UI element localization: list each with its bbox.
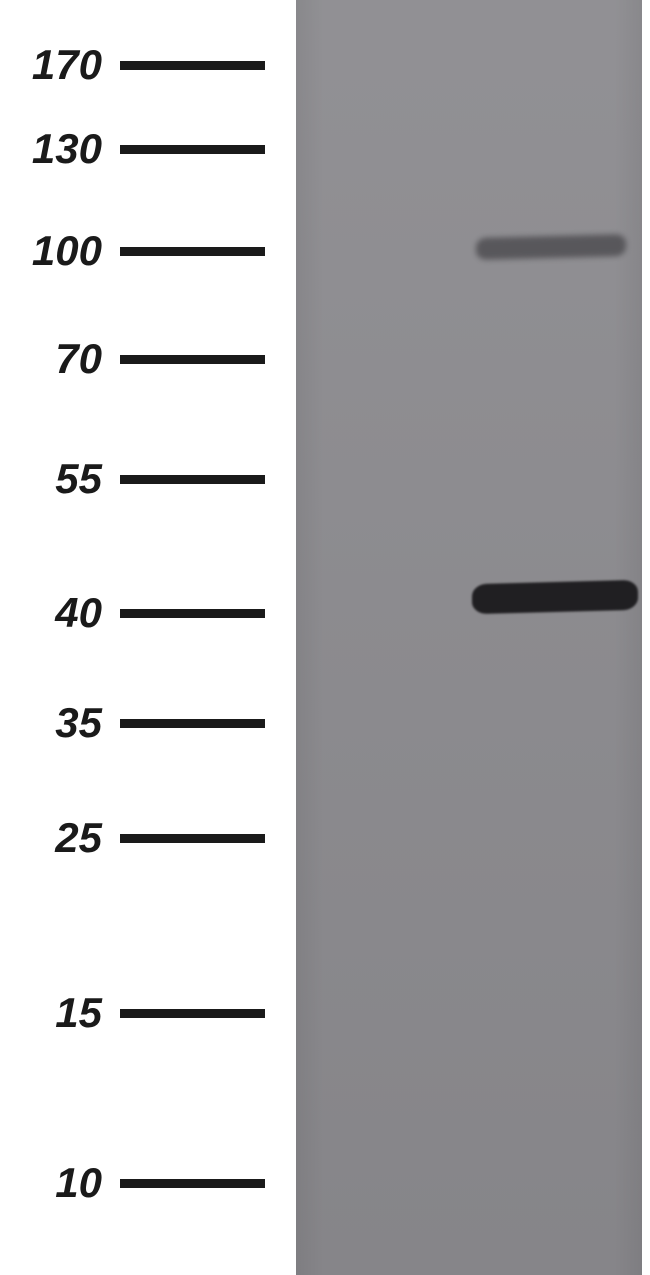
marker-row: 170 — [0, 41, 290, 89]
marker-row: 15 — [0, 989, 290, 1037]
blot-membrane — [296, 0, 642, 1275]
marker-label: 170 — [0, 41, 120, 89]
marker-label: 40 — [0, 589, 120, 637]
marker-row: 35 — [0, 699, 290, 747]
marker-label: 70 — [0, 335, 120, 383]
marker-label: 55 — [0, 455, 120, 503]
marker-label: 130 — [0, 125, 120, 173]
marker-row: 40 — [0, 589, 290, 637]
marker-tick — [120, 609, 265, 618]
marker-tick — [120, 355, 265, 364]
marker-tick — [120, 61, 265, 70]
western-blot-figure: 170 130 100 70 55 40 35 25 15 10 — [0, 0, 650, 1275]
marker-row: 70 — [0, 335, 290, 383]
marker-row: 55 — [0, 455, 290, 503]
blot-band — [476, 234, 626, 260]
marker-label: 25 — [0, 814, 120, 862]
marker-label: 15 — [0, 989, 120, 1037]
marker-tick — [120, 1009, 265, 1018]
marker-tick — [120, 145, 265, 154]
marker-tick — [120, 834, 265, 843]
marker-tick — [120, 475, 265, 484]
marker-label: 10 — [0, 1159, 120, 1207]
marker-row: 100 — [0, 227, 290, 275]
marker-tick — [120, 719, 265, 728]
marker-row: 10 — [0, 1159, 290, 1207]
blot-band — [472, 580, 638, 614]
marker-row: 25 — [0, 814, 290, 862]
marker-row: 130 — [0, 125, 290, 173]
marker-tick — [120, 247, 265, 256]
marker-tick — [120, 1179, 265, 1188]
marker-label: 35 — [0, 699, 120, 747]
marker-label: 100 — [0, 227, 120, 275]
